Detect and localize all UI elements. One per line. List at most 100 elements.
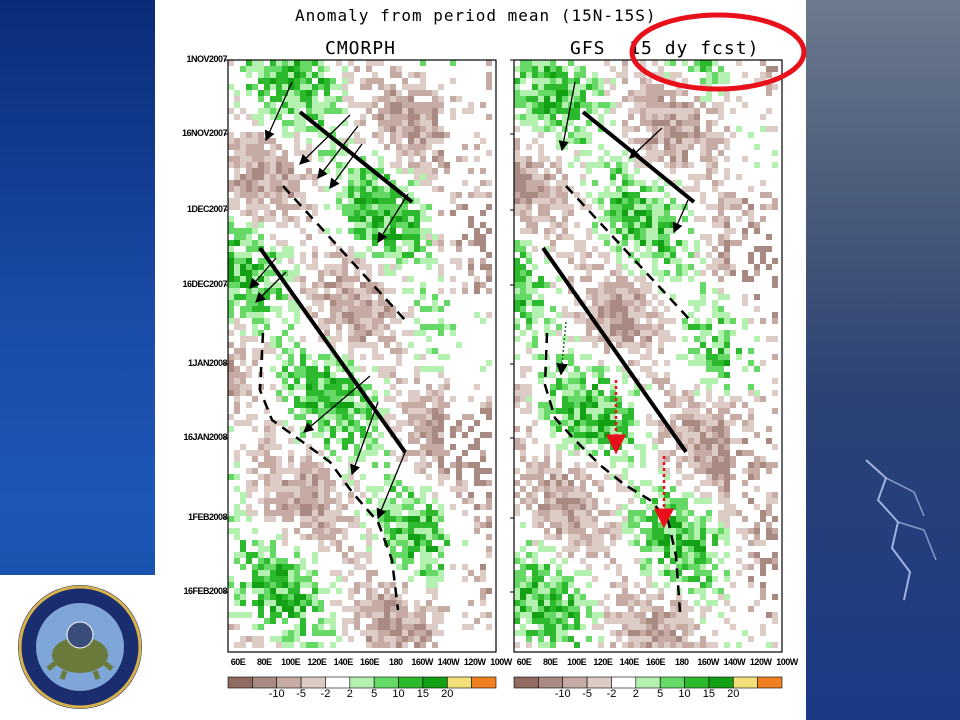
arrow <box>377 193 409 244</box>
colorbar-swatch <box>276 676 302 689</box>
arrow <box>255 271 287 303</box>
x-tick-label: 120W <box>463 657 486 667</box>
highlight-ellipse <box>629 12 807 92</box>
x-tick-label: 120W <box>749 657 772 667</box>
colorbar-level-label: 20 <box>441 688 454 700</box>
y-tick-label: 16FEB2008 <box>183 586 227 596</box>
colorbar-swatch <box>757 676 783 689</box>
heatmap-cmorph <box>228 60 492 648</box>
y-tick-label: 16NOV2007 <box>181 128 228 138</box>
arrow <box>350 401 379 476</box>
colorbar-swatch <box>252 676 278 689</box>
colorbar-swatch <box>513 676 539 689</box>
x-tick-label: 120E <box>593 657 613 667</box>
colorbar-swatch <box>611 676 637 689</box>
x-tick-label: 180 <box>675 657 689 667</box>
colorbar-swatch <box>538 676 564 689</box>
x-tick-label: 140E <box>333 657 354 667</box>
x-tick-label: 60E <box>516 657 532 667</box>
colorbar-swatch <box>471 676 497 689</box>
colorbar-level-label: -10 <box>268 688 285 700</box>
x-tick-label: 140W <box>437 657 460 667</box>
forecast-annotation: 15 dy fcst) <box>629 38 760 59</box>
colorbar-swatch <box>732 676 758 689</box>
colorbar-swatch <box>300 676 326 689</box>
colorbar-swatch <box>325 676 351 689</box>
dashed-track <box>282 185 406 321</box>
x-tick-label: 120E <box>307 657 327 667</box>
x-tick-label: 160W <box>411 657 433 667</box>
colorbar-level-label: 5 <box>371 688 378 700</box>
panel-title-gfs: GFS 15 dy fcst) <box>570 38 760 59</box>
x-tick-label: 160W <box>697 657 719 667</box>
cics-logo <box>0 575 155 720</box>
x-tick-label: 100W <box>490 657 512 667</box>
arrow <box>299 114 351 165</box>
y-tick-label: 1DEC2007 <box>186 204 228 214</box>
x-tick-label: 80E <box>257 657 272 667</box>
colorbar-swatch <box>227 676 253 689</box>
colorbar-level-label: -10 <box>554 688 571 700</box>
colorbar-swatch <box>684 676 710 689</box>
y-tick-label: 16DEC2007 <box>182 279 227 289</box>
arrow <box>376 449 407 520</box>
y-tick-label: 1FEB2008 <box>187 512 228 522</box>
colorbar-level-label: 2 <box>632 688 639 700</box>
x-tick-label: 160E <box>645 657 666 667</box>
colorbar-swatch <box>349 676 375 689</box>
colorbar-swatch <box>373 676 399 689</box>
propagation-line <box>541 246 688 454</box>
colorbar-swatch <box>398 676 424 689</box>
panel-title-cmorph: CMORPH <box>325 38 397 59</box>
colorbar-swatch <box>422 676 448 689</box>
arrow <box>558 81 576 152</box>
x-tick-label: 100E <box>567 657 587 667</box>
arrow <box>264 81 293 142</box>
dashed-track <box>565 185 691 321</box>
colorbar-level-label: 15 <box>416 688 430 700</box>
colorbar-swatch <box>586 676 612 689</box>
x-tick-label: 140E <box>619 657 640 667</box>
x-tick-label: 60E <box>230 657 246 667</box>
arrow <box>629 127 663 159</box>
dashed-track <box>543 332 682 613</box>
colorbar-level-label: 2 <box>346 688 353 700</box>
x-tick-label: 80E <box>543 657 558 667</box>
arrow <box>317 125 359 180</box>
colorbar-swatch <box>659 676 685 689</box>
propagation-line <box>258 246 407 454</box>
colorbar-level-label: -5 <box>582 688 592 700</box>
x-tick-label: 140W <box>723 657 746 667</box>
x-tick-label: 100W <box>776 657 798 667</box>
annotations-gfs <box>541 81 696 613</box>
colorbar-level-label: 10 <box>678 688 691 700</box>
x-tick-label: 100E <box>281 657 301 667</box>
colorbar-swatch <box>446 676 472 689</box>
x-tick-label: 160E <box>359 657 380 667</box>
cics-logo-icon <box>18 585 142 709</box>
arrow <box>303 375 371 433</box>
colorbar-level-label: 5 <box>657 688 664 700</box>
propagation-line <box>298 110 414 204</box>
arrow <box>329 143 363 190</box>
arrow <box>249 257 277 289</box>
figure-title: Anomaly from period mean (15N-15S) <box>295 6 657 25</box>
colorbar-level-label: 20 <box>727 688 740 700</box>
heatmap-gfs <box>514 60 778 648</box>
plot-frame-cmorph <box>227 59 497 653</box>
background-right <box>806 0 960 720</box>
colorbar-level-label: 10 <box>392 688 405 700</box>
plot-frame-gfs <box>513 59 783 653</box>
colorbars <box>227 676 783 689</box>
y-tick-label: 1NOV2007 <box>186 54 227 64</box>
colorbar-swatch <box>708 676 734 689</box>
colorbar-level-label: -2 <box>320 688 331 700</box>
arrow <box>672 199 689 234</box>
lightning-graphic <box>865 459 937 601</box>
x-tick-label: 180 <box>389 657 403 667</box>
y-tick-label: 16JAN2008 <box>183 432 227 442</box>
dashed-track <box>258 332 400 611</box>
y-tick-label: 1JAN2008 <box>187 358 228 368</box>
colorbar-swatch <box>562 676 588 689</box>
